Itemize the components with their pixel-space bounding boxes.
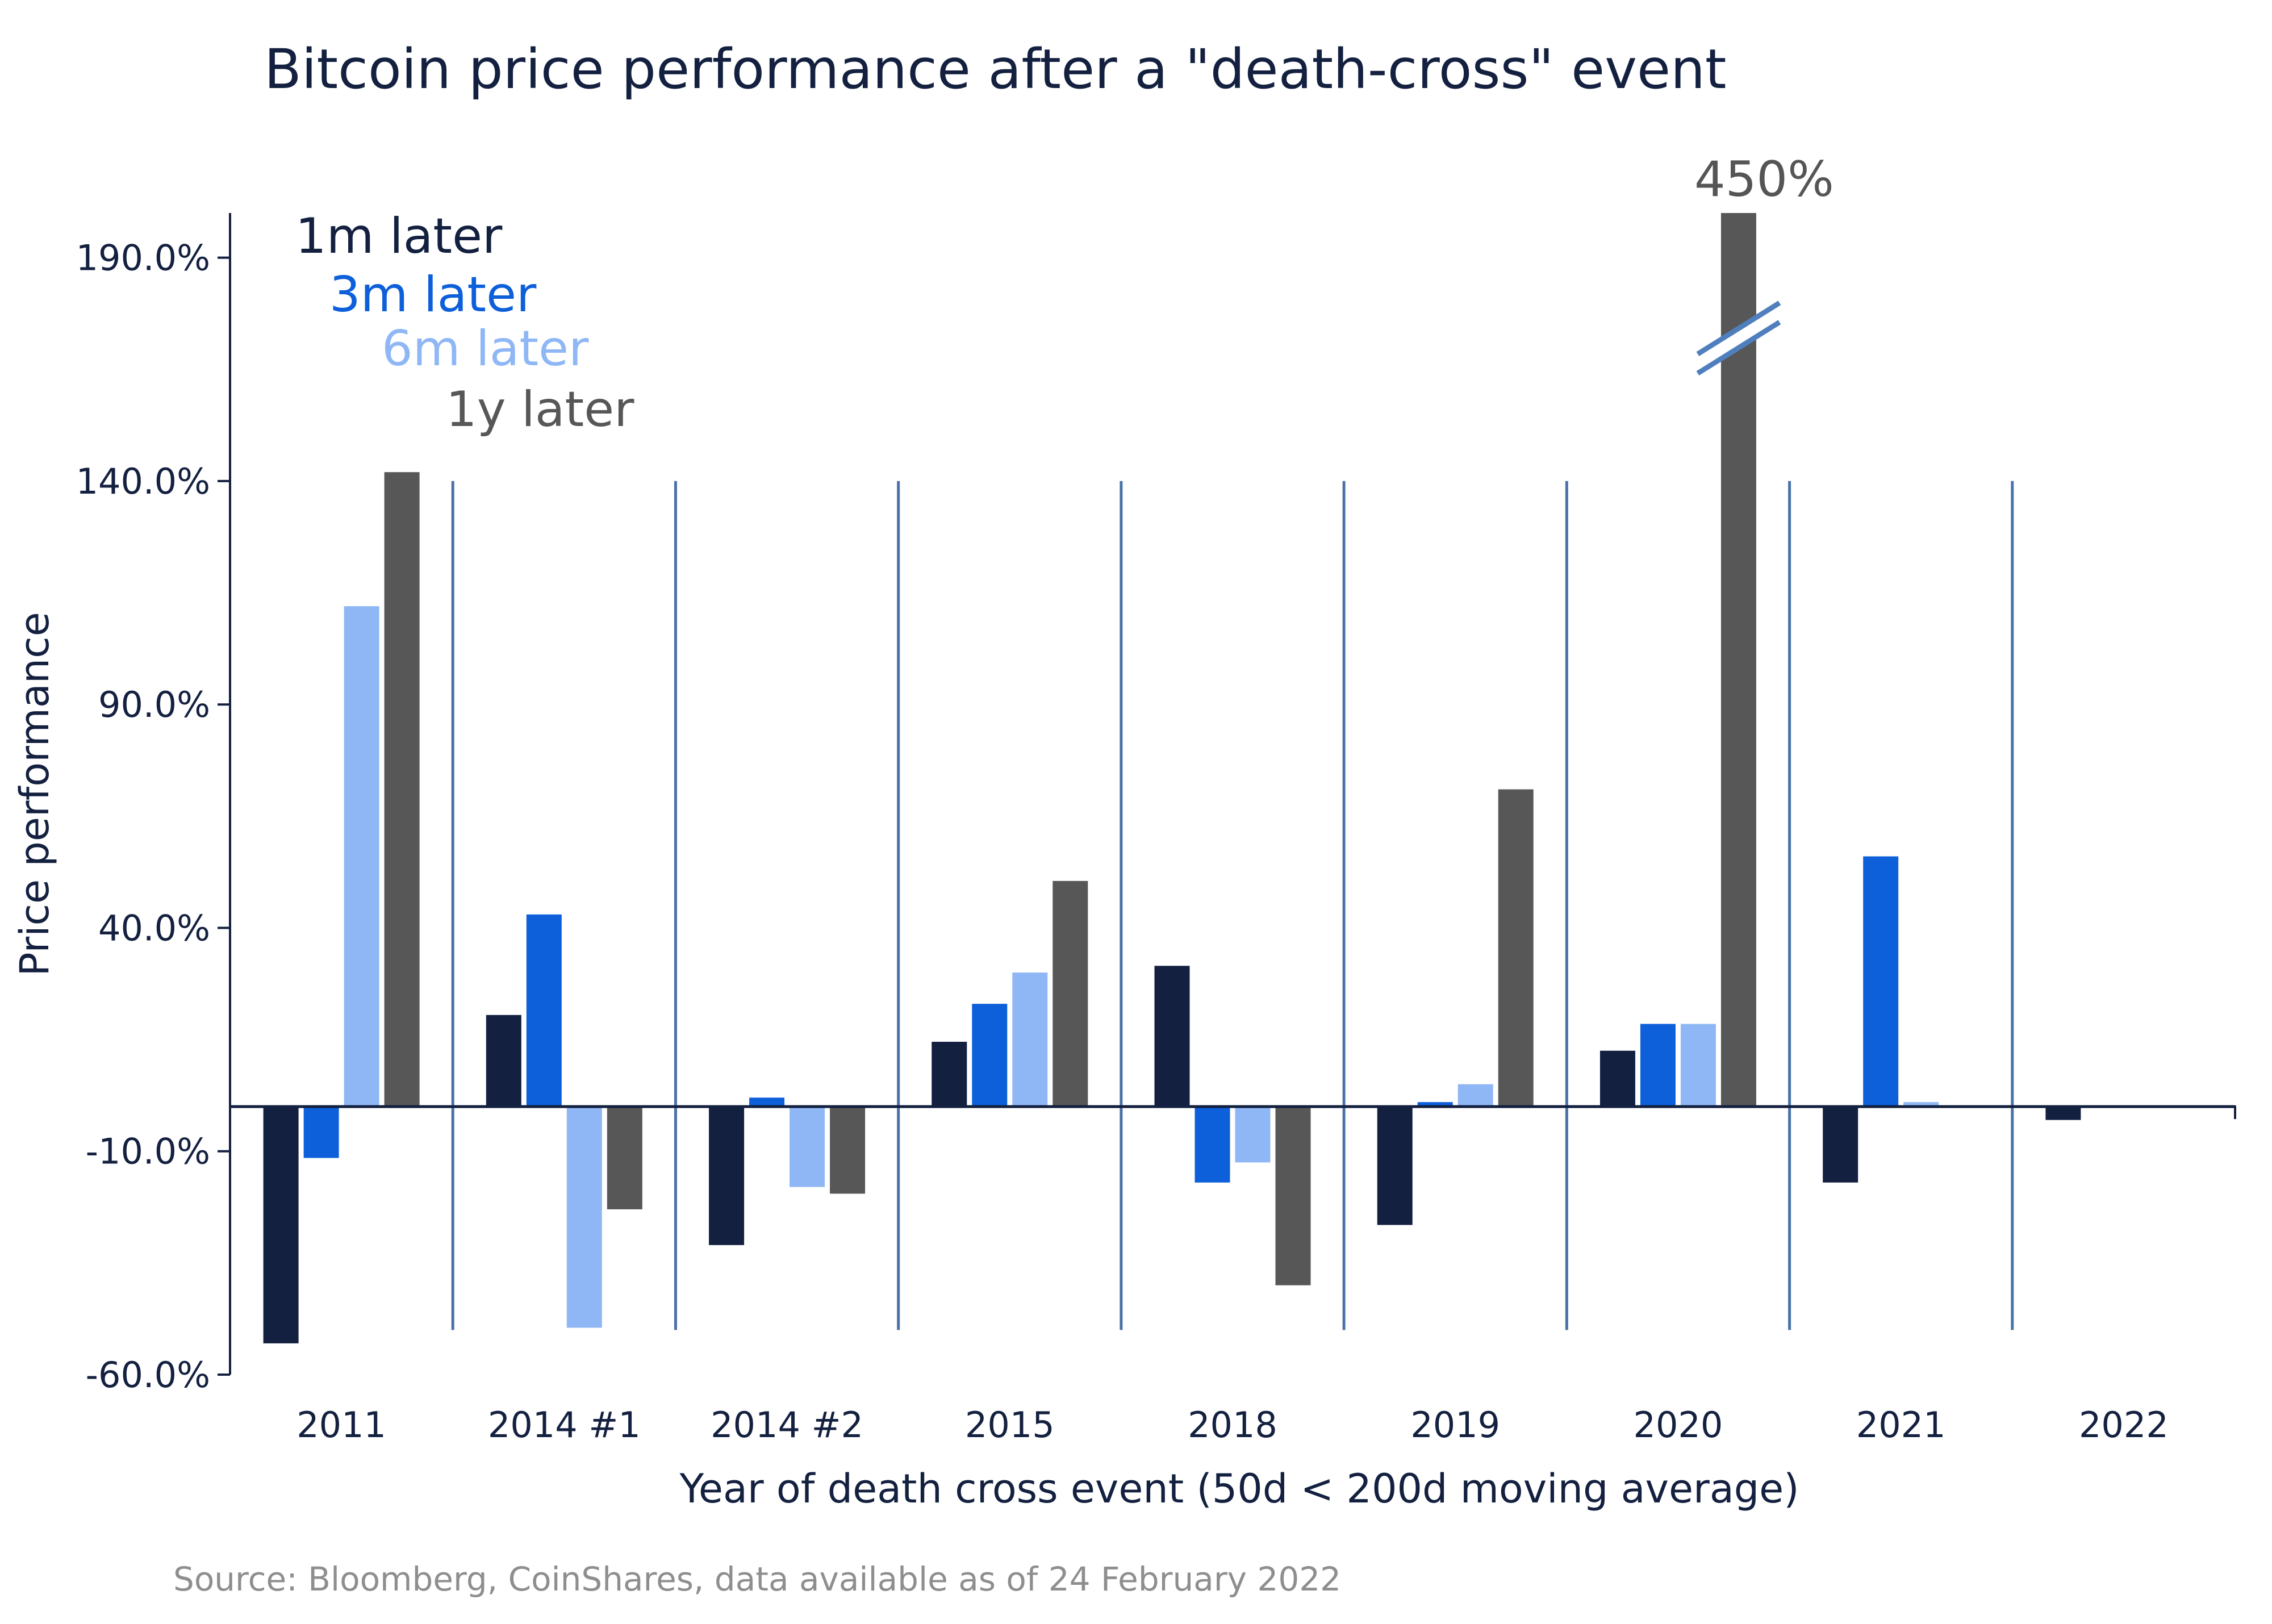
bar-2022-1m-later xyxy=(2045,1107,2081,1120)
bar-2020-1y-later xyxy=(1720,213,1756,1107)
bar-2014-2-1m-later xyxy=(709,1107,745,1245)
y-tick-label: 140.0% xyxy=(76,461,210,502)
bar-2014-2-1y-later xyxy=(830,1107,866,1194)
bar-2011-3m-later xyxy=(303,1107,339,1158)
bar-2019-1y-later xyxy=(1498,789,1534,1107)
bar-2014-1-3m-later xyxy=(526,914,562,1107)
x-tick-label: 2014 #1 xyxy=(488,1404,641,1446)
bar-2011-1m-later xyxy=(263,1107,299,1343)
bar-2011-6m-later xyxy=(344,606,379,1107)
bar-2021-1m-later xyxy=(1823,1107,1858,1183)
y-ticks: 190.0% 140.0% 90.0% 40.0% -10.0% -60.0% xyxy=(76,237,230,1396)
bar-2018-1y-later xyxy=(1275,1107,1311,1285)
bar-2018-3m-later xyxy=(1195,1107,1230,1183)
axis-break-line xyxy=(1696,320,1781,376)
source-note: Source: Bloomberg, CoinShares, data avai… xyxy=(173,1560,1341,1598)
x-tick-label: 2022 xyxy=(2079,1404,2169,1446)
y-axis-label: Price performance xyxy=(11,612,58,976)
x-tick-label: 2015 xyxy=(965,1404,1055,1446)
axis-break-gap xyxy=(1692,304,1785,372)
bar-2015-6m-later xyxy=(1012,972,1048,1107)
axes xyxy=(229,213,2236,1375)
bar-2015-1y-later xyxy=(1053,880,1088,1107)
bar-2020-1m-later xyxy=(1599,1050,1635,1107)
bar-2021-3m-later xyxy=(1863,856,1899,1107)
x-tick-label: 2020 xyxy=(1634,1404,1723,1446)
x-tick-label: 2021 xyxy=(1856,1404,1946,1446)
category-separators xyxy=(451,481,2014,1330)
bar-2019-1m-later xyxy=(1377,1107,1413,1225)
bar-2018-6m-later xyxy=(1235,1107,1271,1163)
chart-title: Bitcoin price performance after a "death… xyxy=(264,37,1727,101)
bar-2020-3m-later xyxy=(1640,1024,1676,1107)
x-axis-label: Year of death cross event (50d < 200d mo… xyxy=(679,1466,1799,1512)
x-tick-label: 2011 xyxy=(296,1404,386,1446)
bar-2015-3m-later xyxy=(972,1004,1008,1107)
y-tick-label: -10.0% xyxy=(86,1131,210,1172)
bars xyxy=(263,213,2081,1343)
bar-2014-1-6m-later xyxy=(566,1107,602,1328)
x-tick-label: 2014 #2 xyxy=(711,1404,863,1446)
x-ticks: 2011 2014 #1 2014 #2 2015 2018 2019 2020 2021 20… xyxy=(296,1404,2169,1446)
bar-2018-1m-later xyxy=(1154,966,1190,1107)
break-value-label: 450% xyxy=(1694,151,1834,208)
legend: 1m later 3m later 6m later 1y later xyxy=(295,208,634,438)
bar-2020-6m-later xyxy=(1680,1024,1716,1107)
bar-2014-1-1m-later xyxy=(486,1015,521,1107)
x-tick-label: 2019 xyxy=(1410,1404,1500,1446)
legend-item-1y: 1y later xyxy=(446,381,634,438)
axis-break-mark xyxy=(1692,300,1785,376)
legend-item-6m: 6m later xyxy=(382,320,589,377)
y-tick-label: 40.0% xyxy=(98,907,210,949)
bar-2019-6m-later xyxy=(1457,1084,1493,1107)
axis-break-line xyxy=(1696,300,1781,357)
y-tick-label: 90.0% xyxy=(98,684,210,725)
y-tick-label: 190.0% xyxy=(76,237,210,279)
bar-2019-3m-later xyxy=(1417,1102,1453,1107)
bar-2014-2-3m-later xyxy=(749,1097,785,1107)
x-tick-label: 2018 xyxy=(1188,1404,1277,1446)
bar-2014-2-6m-later xyxy=(790,1107,825,1187)
bar-2011-1y-later xyxy=(384,472,420,1107)
y-tick-label: -60.0% xyxy=(86,1354,210,1396)
bar-2015-1m-later xyxy=(932,1042,967,1107)
bar-2021-6m-later xyxy=(1903,1102,1939,1107)
legend-item-3m: 3m later xyxy=(329,266,537,323)
bar-2014-1-1y-later xyxy=(607,1107,642,1209)
legend-item-1m: 1m later xyxy=(295,208,503,265)
